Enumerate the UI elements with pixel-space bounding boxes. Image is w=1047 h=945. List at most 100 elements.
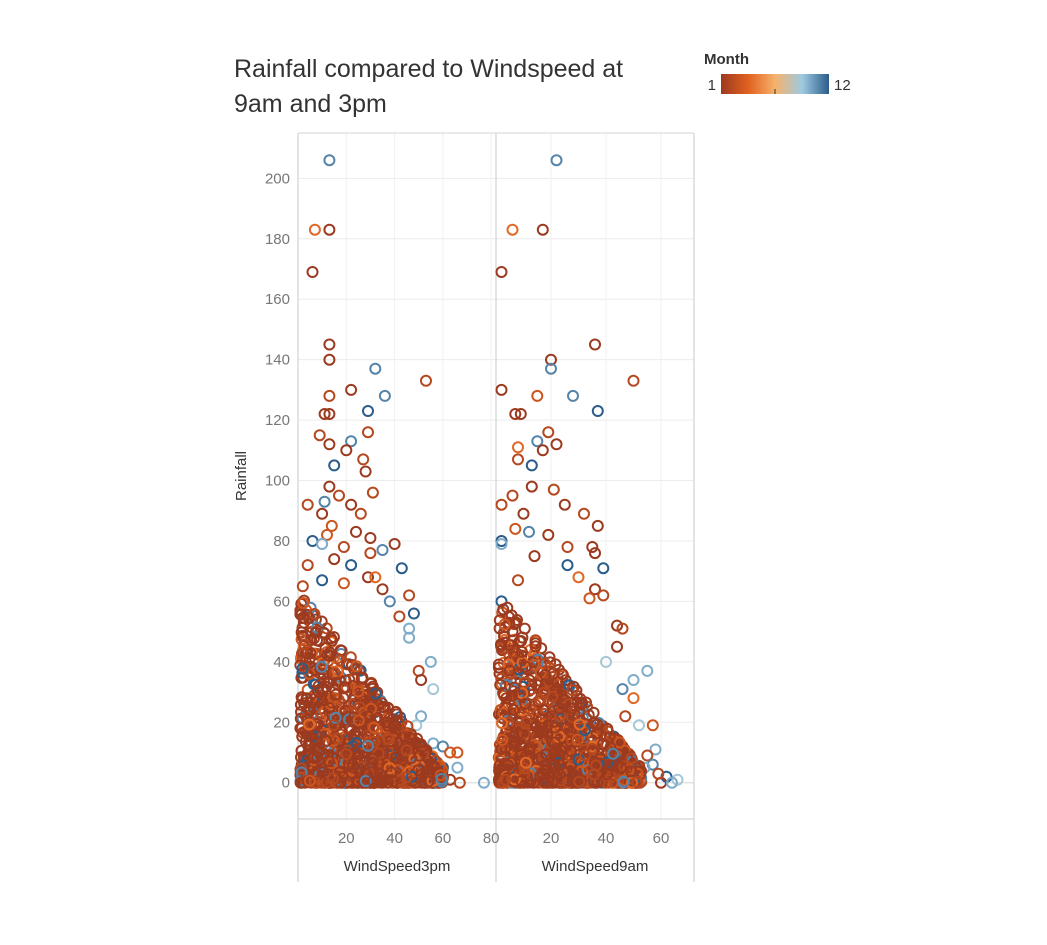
scatter-point	[389, 720, 402, 732]
scatter-point	[366, 486, 379, 499]
scatter-point	[410, 719, 423, 732]
scatter-point	[436, 740, 449, 753]
y-tick-label: 0	[282, 775, 290, 792]
scatter-point	[316, 685, 329, 697]
scatter-point	[503, 772, 516, 785]
scatter-point	[518, 622, 531, 635]
scatter-point	[323, 353, 336, 366]
points-layer	[294, 154, 684, 789]
scatter-point	[323, 389, 336, 402]
scatter-point	[295, 744, 308, 757]
scatter-point	[554, 709, 567, 722]
scatter-point	[420, 374, 432, 387]
scatter-point	[407, 607, 420, 620]
y-axis-title: Rainfall	[233, 451, 250, 501]
scatter-point	[542, 426, 555, 439]
scatter-point	[565, 710, 578, 723]
scatter-point	[415, 674, 428, 686]
scatter-point	[516, 704, 528, 717]
scatter-point	[451, 746, 464, 759]
scatter-point	[611, 640, 623, 653]
scatter-point	[578, 507, 590, 520]
scatter-point	[304, 704, 317, 717]
scatter-point	[366, 752, 379, 765]
scatter-point	[296, 580, 309, 593]
scatter-point	[329, 711, 342, 724]
scatter-point	[641, 749, 654, 762]
scatter-point	[318, 728, 331, 741]
scatter-point	[536, 223, 549, 236]
scatter-point	[519, 756, 532, 769]
scatter-point	[306, 751, 319, 764]
scatter-point	[517, 768, 530, 781]
scatter-point	[567, 389, 579, 402]
scatter-point	[506, 489, 519, 502]
scatter-point	[316, 538, 329, 550]
scatter-point	[495, 383, 508, 396]
scatter-point	[508, 681, 521, 694]
scatter-point	[331, 665, 344, 678]
scatter-point	[336, 712, 349, 725]
scatter-point	[345, 559, 358, 572]
y-tick-label: 100	[265, 473, 290, 490]
scatter-point	[531, 389, 544, 402]
scatter-point	[576, 722, 589, 734]
y-tick-label: 200	[265, 170, 290, 187]
scatter-point	[589, 583, 601, 596]
scatter-point	[549, 721, 562, 734]
scatter-point	[308, 608, 321, 620]
scatter-point	[583, 592, 596, 605]
scatter-point	[591, 519, 604, 532]
scatter-point	[345, 435, 358, 448]
scatter-point	[390, 751, 403, 764]
scatter-point	[571, 733, 584, 746]
scatter-point	[367, 775, 380, 787]
scatter-point	[333, 489, 345, 502]
scatter-point	[328, 553, 341, 566]
scatter-point	[495, 498, 508, 511]
scatter-point	[327, 691, 340, 704]
scatter-point	[566, 702, 578, 715]
scatter-point	[359, 767, 372, 780]
scatter-point	[597, 562, 610, 575]
scatter-point	[528, 550, 541, 563]
scatter-point	[666, 776, 678, 789]
scatter-point	[509, 408, 522, 420]
scatter-point	[575, 697, 588, 710]
scatter-point	[322, 755, 335, 768]
scatter-point	[497, 627, 510, 639]
scatter-point	[536, 444, 549, 457]
scatter-point	[313, 745, 326, 758]
scatter-point	[517, 507, 530, 520]
scatter-point	[550, 154, 563, 167]
scatter-point	[545, 362, 557, 375]
scatter-point	[550, 438, 563, 451]
scatter-point	[403, 731, 416, 744]
scatter-point	[362, 571, 374, 584]
scatter-point	[519, 697, 532, 710]
scatter-point	[495, 638, 507, 651]
scatter-point	[525, 459, 538, 472]
scatter-point	[386, 775, 399, 788]
scatter-point	[323, 223, 336, 236]
scatter-point	[327, 772, 339, 785]
scatter-point	[617, 775, 630, 788]
scatter-point	[299, 735, 312, 748]
scatter-point	[383, 595, 396, 608]
scatter-point	[424, 655, 437, 668]
scatter-point	[323, 154, 336, 167]
scatter-point	[586, 541, 599, 553]
scatter-point	[453, 776, 466, 789]
scatter-point	[589, 547, 601, 560]
scatter-point	[316, 507, 329, 520]
scatter-point	[499, 773, 512, 786]
scatter-point	[318, 495, 331, 508]
scatter-point	[317, 626, 330, 639]
scatter-point	[525, 480, 538, 493]
scatter-point	[590, 718, 603, 731]
scatter-point	[352, 685, 365, 698]
scatter-point	[514, 748, 527, 761]
legend-color-bar	[721, 74, 829, 94]
scatter-point	[365, 702, 377, 715]
scatter-point	[306, 266, 319, 278]
